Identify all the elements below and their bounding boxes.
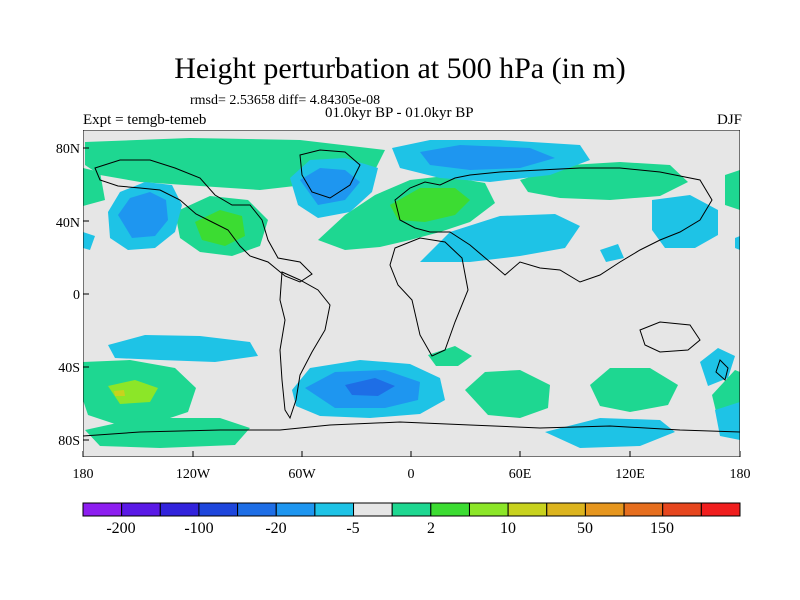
colorbar-swatch xyxy=(700,502,741,517)
colorbar-label: -200 xyxy=(106,520,136,537)
contour-negative xyxy=(735,236,740,250)
contour-positive xyxy=(195,210,245,246)
colorbar-label: -5 xyxy=(346,520,360,537)
colorbar-label: 10 xyxy=(500,520,516,537)
contour-positive xyxy=(590,368,678,412)
lon-label: 60W xyxy=(288,467,316,482)
colorbar-label: 2 xyxy=(427,520,435,537)
map-panel xyxy=(83,130,740,457)
colorbar-label: -20 xyxy=(265,520,287,537)
coastlines xyxy=(83,149,740,437)
colorbar-swatch xyxy=(198,502,239,517)
stats-text: rmsd= 2.53658 diff= 4.84305e-08 xyxy=(190,93,381,108)
contour-positive xyxy=(85,418,250,448)
colorbar-swatch xyxy=(662,502,702,517)
colorbar-label: -100 xyxy=(184,520,214,537)
colorbar-swatch xyxy=(82,502,123,517)
lat-label: 40S xyxy=(58,361,80,376)
contour-negative xyxy=(345,378,395,396)
period-text: 01.0kyr BP - 01.0kyr BP xyxy=(325,105,474,121)
colorbar-swatch xyxy=(584,502,625,517)
colorbar-swatch xyxy=(159,502,200,517)
contour-positive xyxy=(114,390,125,396)
contour-negative xyxy=(300,168,360,205)
colorbar-swatch xyxy=(275,502,316,517)
contour-negative xyxy=(420,214,580,262)
colorbar-swatch xyxy=(468,502,509,517)
contour-positive xyxy=(108,380,158,404)
contour-negative xyxy=(108,335,258,362)
lon-label: 180 xyxy=(729,467,751,482)
colorbar-swatch xyxy=(353,502,393,517)
lon-label: 120W xyxy=(175,467,211,482)
colorbar-swatch xyxy=(507,502,548,517)
colorbar-swatch xyxy=(121,502,161,517)
colorbar-swatch xyxy=(314,502,355,517)
colorbar-swatch xyxy=(546,502,586,517)
contour-positive xyxy=(428,346,472,366)
lat-label: 80N xyxy=(55,142,80,157)
colorbar xyxy=(82,502,741,517)
contour-positive xyxy=(390,188,470,222)
contour-negative xyxy=(652,195,718,248)
colorbar-label: 150 xyxy=(650,520,674,537)
contour-negative xyxy=(420,145,555,170)
lon-label: 180 xyxy=(72,467,94,482)
contour-positive xyxy=(520,162,688,200)
contour-negative xyxy=(118,192,168,238)
colorbar-label: 50 xyxy=(577,520,593,537)
contour-negative xyxy=(715,402,740,440)
lat-label: 40N xyxy=(55,216,80,231)
lon-label: 120E xyxy=(615,467,645,482)
season-label: DJF xyxy=(716,112,742,128)
colorbar-swatch xyxy=(430,502,470,517)
lat-label: 0 xyxy=(73,288,80,303)
lon-label: 0 xyxy=(407,467,415,482)
lon-label: 60E xyxy=(508,467,532,482)
colorbar-swatch xyxy=(623,502,664,517)
contour-negative xyxy=(545,418,675,448)
lat-label: 80S xyxy=(58,434,80,449)
axis-ticks xyxy=(82,147,741,457)
contour-negative xyxy=(600,244,624,262)
contour-positive xyxy=(465,370,550,418)
colorbar-swatch xyxy=(391,502,432,517)
colorbar-swatch xyxy=(237,502,277,517)
contour-negative xyxy=(83,232,95,250)
chart-title: Height perturbation at 500 hPa (in m) xyxy=(174,52,626,85)
contour-positive xyxy=(725,170,740,210)
experiment-label: Expt = temgb-temeb xyxy=(83,112,207,128)
